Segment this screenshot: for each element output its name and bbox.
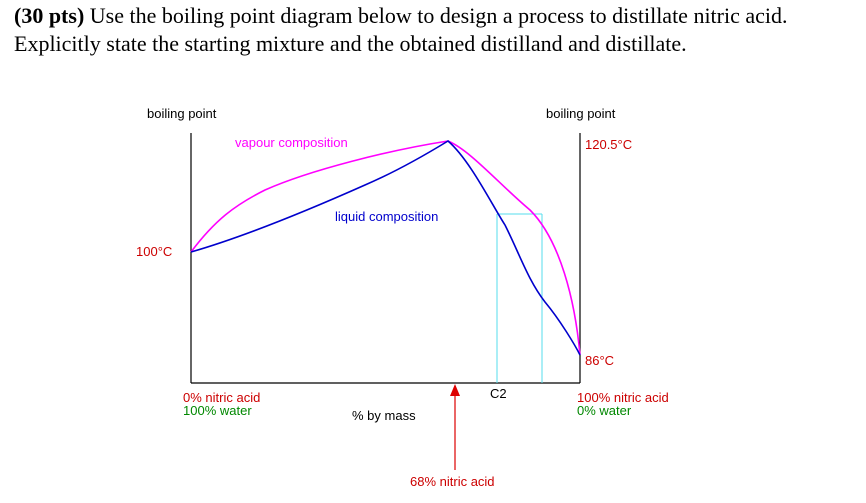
liquid-label: liquid composition [335,209,438,224]
vapour-curve [190,140,581,356]
left-axis-title: boiling point [147,106,217,121]
right-axis-title: boiling point [546,106,616,121]
right-bottom-line2: 0% water [577,403,632,418]
c2-label: C2 [490,386,507,401]
right-top-temp: 120.5°C [585,137,632,152]
liquid-curve [190,140,581,356]
azeotrope-label: 68% nitric acid [410,474,495,489]
question-body: Use the boiling point diagram below to d… [14,3,788,56]
left-bottom-line1: 0% nitric acid [183,390,260,405]
left-bottom-line2: 100% water [183,403,252,418]
right-bottom-temp: 86°C [585,353,614,368]
question-points: (30 pts) [14,3,85,28]
azeotrope-arrow-head [450,384,460,396]
c2-guide-lines [496,213,543,383]
x-axis-label: % by mass [352,408,416,423]
right-bottom-line1: 100% nitric acid [577,390,669,405]
left-temp: 100°C [136,244,172,259]
question-text: (30 pts) Use the boiling point diagram b… [14,2,859,58]
vapour-label: vapour composition [235,135,348,150]
